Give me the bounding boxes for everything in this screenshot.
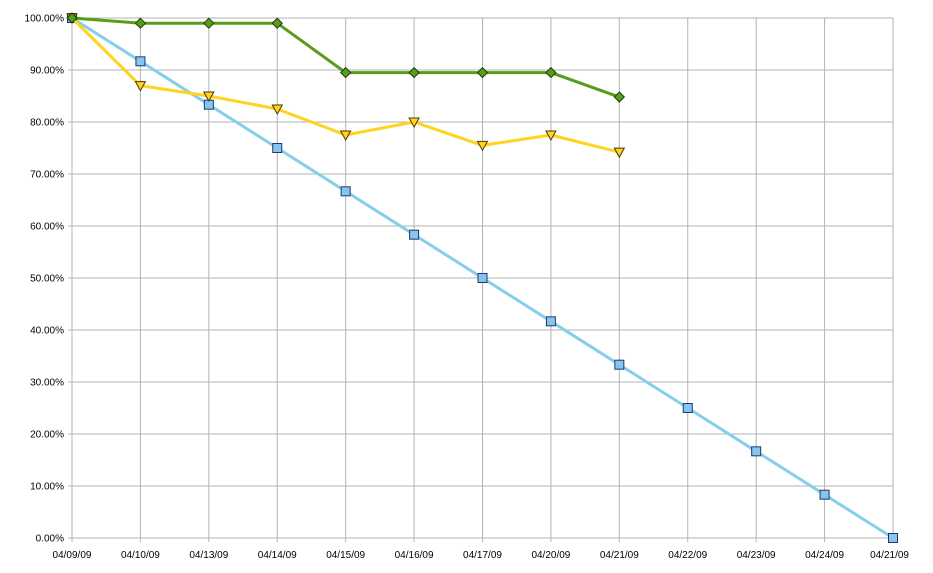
data-point-triangle <box>613 147 626 159</box>
data-point-diamond <box>476 66 489 79</box>
x-axis-tick-label: 04/10/09 <box>121 550 160 561</box>
data-point-diamond <box>613 91 626 103</box>
data-point-triangle <box>134 81 147 92</box>
data-point-triangle <box>545 130 557 142</box>
y-axis-tick-label: 50.00% <box>30 274 64 285</box>
x-axis-tick-labels: 04/09/09 04/10/09 04/13/09 04/14/09 04/15/09… <box>53 550 910 561</box>
data-point-triangle <box>408 117 420 129</box>
x-axis-tick-label: 04/21/09 <box>870 550 909 561</box>
y-axis-tick-label: 80.00% <box>30 118 64 129</box>
x-axis-tick-label: 04/17/09 <box>463 550 502 561</box>
data-point-diamond <box>339 66 352 79</box>
y-axis-tick-label: 10.00% <box>30 482 64 493</box>
series <box>66 12 898 543</box>
x-axis-tick-label: 04/20/09 <box>531 550 570 561</box>
data-point-diamond <box>271 17 283 29</box>
x-axis-tick-label: 04/21/09 <box>600 550 639 561</box>
data-point-square <box>888 533 898 543</box>
x-axis-tick-label: 04/16/09 <box>395 550 434 561</box>
x-axis-tick-label: 04/15/09 <box>326 550 365 561</box>
series-diamond <box>66 12 626 103</box>
data-point-triangle <box>476 140 489 152</box>
y-axis-tick-label: 40.00% <box>30 326 64 337</box>
data-point-square <box>751 446 762 457</box>
data-point-diamond <box>545 66 557 79</box>
data-point-triangle <box>339 130 352 142</box>
y-axis-tick-label: 30.00% <box>30 378 64 389</box>
data-point-square <box>272 143 283 153</box>
data-point-triangle <box>271 104 284 116</box>
data-point-square <box>340 186 351 197</box>
data-point-diamond <box>408 66 420 79</box>
axes <box>68 17 894 542</box>
y-axis-tick-label: 70.00% <box>30 170 64 181</box>
y-axis-tick-labels: 0.00% 10.00% 20.00% 30.00% 40.00% 50.00% 60.00… <box>25 14 65 545</box>
data-point-diamond <box>203 17 215 29</box>
y-axis-tick-label: 90.00% <box>30 66 64 77</box>
x-axis-tick-label: 04/22/09 <box>668 550 707 561</box>
data-point-square <box>819 489 830 500</box>
y-axis-tick-label: 20.00% <box>30 430 64 441</box>
y-axis-tick-label: 0.00% <box>36 534 64 545</box>
data-point-square <box>477 273 488 283</box>
x-axis-tick-label: 04/09/09 <box>53 550 92 561</box>
x-axis-tick-label: 04/23/09 <box>737 550 776 561</box>
data-point-diamond <box>134 17 147 29</box>
x-axis-tick-label: 04/24/09 <box>805 550 844 561</box>
data-point-triangle <box>202 91 215 103</box>
data-point-square <box>545 316 556 327</box>
data-point-square <box>614 359 625 370</box>
data-point-square <box>682 403 693 413</box>
y-axis-tick-label: 100.00% <box>25 14 65 25</box>
data-point-diamond <box>66 12 78 24</box>
y-axis-tick-label: 60.00% <box>30 222 64 233</box>
data-point-square <box>135 56 146 67</box>
x-axis-tick-label: 04/13/09 <box>189 550 228 561</box>
plot-area-border <box>71 17 894 539</box>
data-point-square <box>409 229 420 240</box>
x-axis-tick-label: 04/14/09 <box>258 550 297 561</box>
